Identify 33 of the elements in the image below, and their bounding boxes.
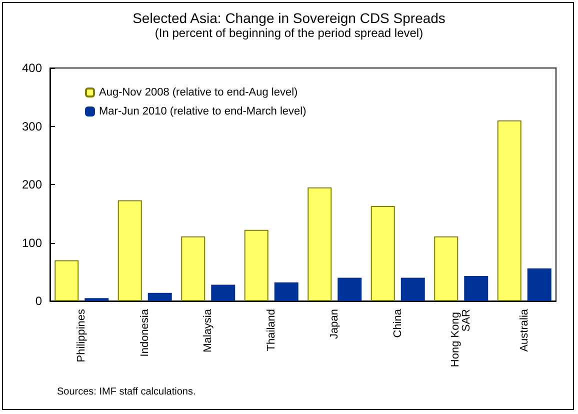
- x-tick-label: Indonesia: [138, 308, 151, 357]
- bar: [54, 260, 79, 301]
- bar: [370, 206, 395, 301]
- bar: [148, 292, 172, 301]
- bar: [274, 282, 298, 301]
- bar: [244, 230, 268, 301]
- legend-label: Mar-Jun 2010 (relative to end-March level): [99, 106, 306, 118]
- source-note: Sources: IMF staff calculations.: [57, 386, 196, 398]
- x-tick-label: Thailand: [265, 309, 278, 352]
- y-tick-label: 200: [22, 178, 42, 192]
- bar: [118, 200, 142, 301]
- x-tick-label: Japan: [328, 309, 341, 339]
- bar: [497, 120, 522, 301]
- bar: [434, 236, 458, 301]
- y-tick-label: 300: [22, 119, 42, 134]
- y-tick-label: 400: [22, 61, 42, 75]
- x-tick-label: China: [392, 308, 404, 338]
- chart-subtitle: (In percent of beginning of the period spread level): [154, 26, 424, 40]
- bar: [338, 278, 362, 301]
- chart-title: Selected Asia: Change in Sovereign CDS Spreads: [132, 10, 446, 26]
- y-tick-label: 100: [22, 236, 42, 250]
- bar: [308, 187, 332, 301]
- bar: [464, 276, 488, 301]
- bar: [211, 284, 236, 301]
- bar: [527, 268, 552, 301]
- x-tick-label: Philippines: [76, 308, 88, 362]
- x-tick-label: Malaysia: [202, 308, 214, 352]
- legend-label: Aug-Nov 2008 (relative to end-Aug level): [99, 86, 298, 98]
- x-tick-label: Hong Kong SAR: [450, 308, 473, 368]
- y-tick-label: 0: [35, 294, 42, 308]
- bar: [400, 278, 425, 301]
- bar: [181, 236, 206, 301]
- x-tick-label: Australia: [518, 308, 530, 352]
